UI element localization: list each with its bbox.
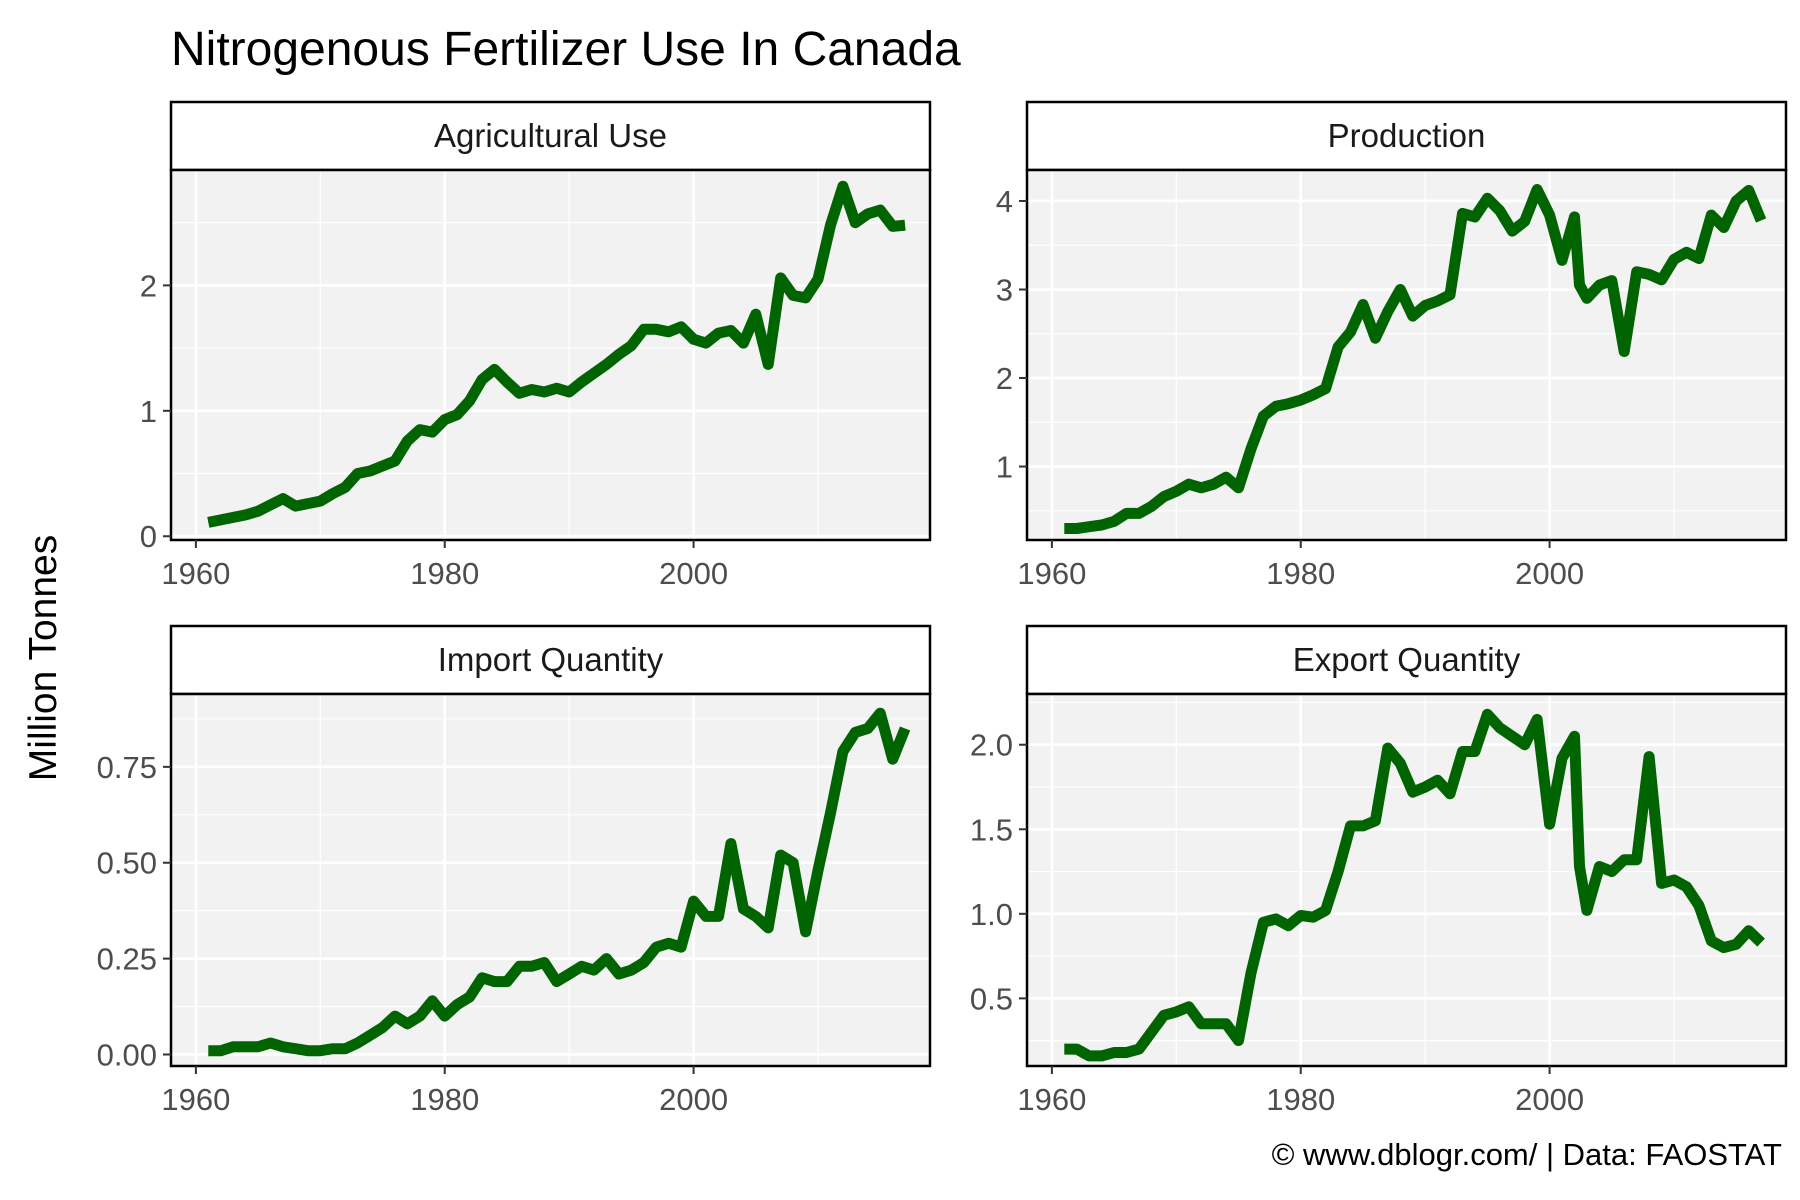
y-tick-label: 0.5 — [970, 981, 1013, 1016]
y-tick-label: 0.00 — [97, 1037, 157, 1072]
x-tick-label: 1980 — [1266, 1082, 1335, 1117]
facet-strip-label: Import Quantity — [438, 641, 664, 678]
x-tick-label: 1980 — [410, 1082, 479, 1117]
x-tick-label: 1980 — [1266, 556, 1335, 591]
y-tick-label: 0.50 — [97, 846, 157, 881]
x-tick-label: 1960 — [161, 1082, 230, 1117]
y-tick-label: 1.5 — [970, 812, 1013, 847]
panel-border — [1025, 692, 1788, 1068]
x-tick-label: 2000 — [659, 1082, 728, 1117]
panel-border — [1025, 168, 1788, 542]
plot-panel — [171, 694, 930, 1066]
facet-strip-label: Production — [1328, 117, 1486, 154]
caption: © www.dblogr.com/ | Data: FAOSTAT — [1271, 1137, 1782, 1172]
y-tick-label: 0.75 — [97, 750, 157, 785]
panel-border — [169, 168, 932, 542]
data-series-line — [1064, 184, 1767, 534]
x-tick-label: 1960 — [161, 556, 230, 591]
y-tick-label: 2 — [996, 361, 1013, 396]
y-tick-label: 2.0 — [970, 728, 1013, 763]
facet-strip — [169, 624, 932, 696]
facet-strip — [1025, 624, 1788, 696]
y-tick-label: 2 — [140, 268, 157, 303]
chart-title: Nitrogenous Fertilizer Use In Canada — [171, 23, 961, 76]
plot-panel — [1027, 170, 1786, 540]
y-tick-label: 0.25 — [97, 942, 157, 977]
x-tick-label: 1960 — [1017, 556, 1086, 591]
y-tick-label: 1 — [996, 450, 1013, 485]
facet-strip-label: Export Quantity — [1293, 641, 1521, 678]
y-tick-label: 0 — [140, 519, 157, 554]
data-series-line — [1064, 708, 1765, 1062]
data-series-line — [208, 707, 911, 1057]
facet-strip — [1025, 100, 1788, 172]
x-tick-label: 2000 — [1515, 1082, 1584, 1117]
y-tick-label: 1.0 — [970, 897, 1013, 932]
facet-strip-label: Agricultural Use — [434, 117, 667, 154]
y-tick-label: 1 — [140, 394, 157, 429]
y-tick-label: 3 — [996, 272, 1013, 307]
x-tick-label: 1980 — [410, 556, 479, 591]
x-tick-label: 1960 — [1017, 1082, 1086, 1117]
y-tick-label: 4 — [996, 184, 1013, 219]
panel-border — [169, 692, 932, 1068]
x-tick-label: 2000 — [659, 556, 728, 591]
plot-panel — [171, 170, 930, 540]
x-tick-label: 2000 — [1515, 556, 1584, 591]
data-series-line — [207, 180, 906, 528]
